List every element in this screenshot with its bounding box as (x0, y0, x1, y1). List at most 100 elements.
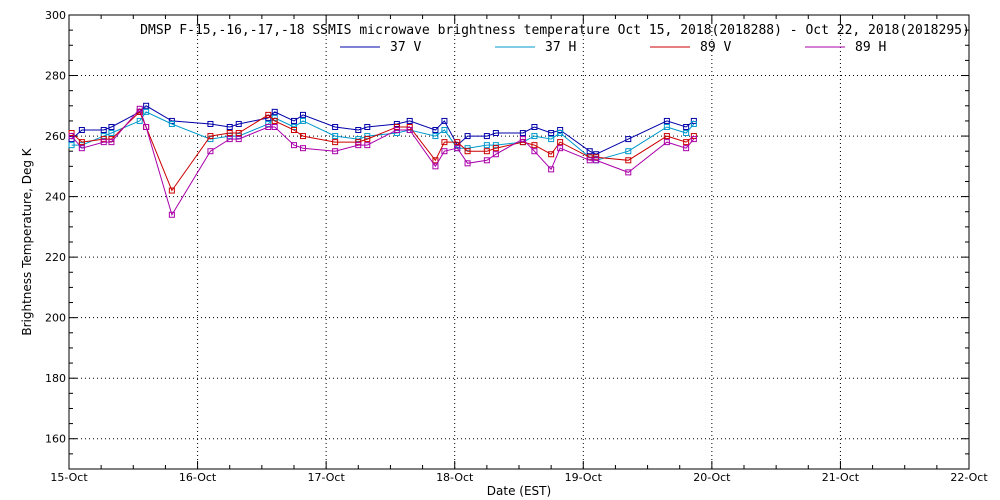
data-point (291, 127, 297, 134)
data-point (406, 123, 413, 130)
legend-label: 37 H (545, 40, 576, 55)
data-point (406, 117, 413, 124)
data-point (690, 136, 697, 143)
data-point (300, 145, 306, 152)
x-tick-label: 17-Oct (307, 471, 345, 484)
data-point (663, 117, 670, 124)
data-point (68, 133, 75, 140)
data-point (78, 145, 85, 152)
data-point (454, 145, 461, 152)
data-point (483, 157, 490, 164)
data-point (136, 105, 143, 112)
x-tick-label: 21-Oct (822, 471, 860, 484)
data-point (683, 130, 690, 137)
data-point (683, 123, 690, 130)
data-point (207, 148, 214, 155)
data-point (531, 142, 538, 149)
data-point (332, 139, 339, 146)
data-point (364, 136, 371, 143)
data-point (136, 117, 143, 124)
series-line (71, 107, 695, 217)
y-tick-label: 260 (45, 130, 66, 143)
chart-title: DMSP F-15,-16,-17,-18 SSMIS microwave br… (140, 23, 970, 38)
data-point (235, 136, 242, 143)
data-point (78, 127, 85, 134)
data-point (464, 148, 471, 155)
y-tick-label: 200 (45, 312, 66, 325)
data-point (492, 145, 499, 152)
data-point (235, 130, 242, 137)
data-point (364, 142, 371, 149)
data-point (68, 142, 75, 149)
data-point (108, 130, 115, 137)
data-point (483, 142, 490, 149)
data-point (300, 111, 306, 118)
data-point (332, 148, 339, 155)
series-89-h (68, 105, 697, 218)
data-point (265, 120, 272, 127)
data-point (492, 151, 499, 158)
data-point (143, 123, 150, 130)
data-point (332, 133, 339, 140)
data-point (593, 157, 600, 164)
data-point (441, 139, 448, 146)
y-tick-label: 180 (45, 372, 66, 385)
data-point (406, 127, 413, 134)
data-point (690, 120, 697, 127)
data-point (235, 120, 242, 127)
x-tick-label: 22-Oct (950, 471, 988, 484)
data-point (108, 139, 115, 146)
data-point (207, 120, 214, 127)
legend-label: 37 V (390, 40, 421, 55)
data-point (483, 133, 490, 140)
data-point (291, 117, 297, 124)
data-point (586, 154, 593, 161)
data-point (690, 133, 697, 140)
data-point (586, 157, 593, 164)
data-point (593, 154, 600, 161)
data-point (557, 130, 564, 137)
data-point (625, 148, 632, 155)
data-point (663, 123, 670, 130)
data-point (519, 136, 526, 143)
y-tick-label: 220 (45, 251, 66, 264)
y-axis-label: Brightness Temperature, Deg K (20, 147, 34, 335)
data-point (683, 139, 690, 146)
data-point (432, 127, 439, 134)
data-point (265, 111, 272, 118)
x-tick-label: 16-Oct (179, 471, 217, 484)
x-tick-label: 15-Oct (50, 471, 88, 484)
y-tick-label: 160 (45, 433, 66, 446)
data-point (548, 130, 555, 137)
data-point (300, 117, 306, 124)
tick-layer: 15-Oct 16-Oct 17-Oct 18-Oct 19-Oct 20-Oct 21-O… (45, 9, 988, 484)
data-point (393, 120, 400, 127)
data-point (464, 133, 471, 140)
data-point (226, 136, 233, 143)
data-point (168, 120, 175, 127)
x-axis-label: Date (EST) (487, 484, 551, 498)
legend-label: 89 V (700, 40, 731, 55)
legend-label: 89 H (855, 40, 886, 55)
data-point (548, 151, 555, 158)
data-point (454, 139, 461, 146)
data-point (291, 142, 297, 149)
data-point (586, 148, 593, 155)
data-point (68, 130, 75, 137)
data-point (100, 127, 107, 134)
data-point (393, 123, 400, 130)
data-point (300, 133, 306, 140)
data-point (483, 148, 490, 155)
legend: 37 V 37 H 89 V 89 H (340, 40, 886, 55)
data-point (168, 187, 175, 194)
data-point (226, 133, 233, 140)
data-point (441, 127, 448, 134)
data-point (441, 117, 448, 124)
x-tick-label: 19-Oct (565, 471, 603, 484)
data-point (271, 117, 278, 124)
data-point (548, 166, 555, 173)
data-point (531, 123, 538, 130)
data-point (625, 169, 632, 176)
